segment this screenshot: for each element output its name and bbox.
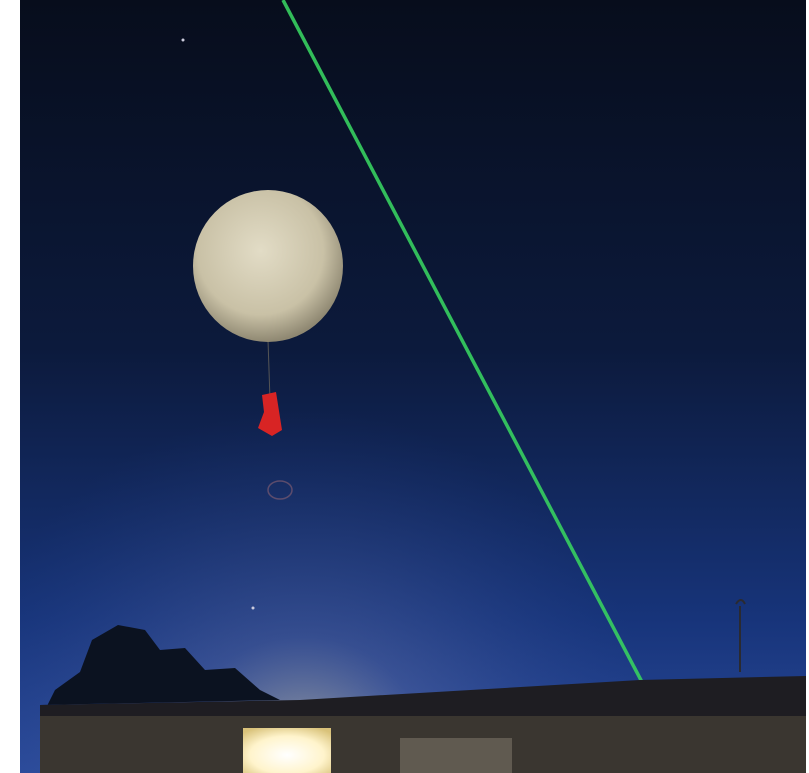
photo xyxy=(0,0,809,773)
page: {} xyxy=(0,0,809,773)
balloon xyxy=(193,190,343,342)
window-lit xyxy=(243,728,331,773)
star xyxy=(252,607,255,610)
star xyxy=(182,39,185,42)
window-dark xyxy=(400,738,512,773)
